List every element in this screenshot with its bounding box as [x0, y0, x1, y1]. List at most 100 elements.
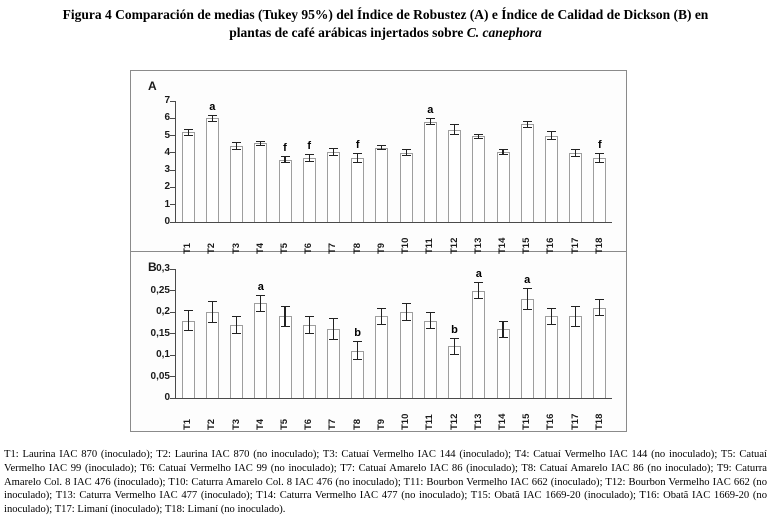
x-tick-label: T16	[545, 237, 557, 254]
y-tick-mark	[170, 311, 176, 313]
y-tick-mark	[170, 204, 176, 206]
x-tick-label: T7	[327, 242, 339, 254]
error-bar	[474, 281, 484, 300]
bar	[520, 124, 534, 222]
error-bar	[328, 318, 338, 340]
bar	[496, 152, 510, 222]
y-tick-mark	[170, 376, 176, 377]
bar	[302, 158, 316, 222]
bar	[326, 152, 340, 222]
error-bar	[498, 320, 508, 338]
y-tick-mark	[170, 117, 176, 119]
error-bar	[328, 147, 338, 157]
error-bar	[401, 149, 411, 157]
bar	[230, 145, 244, 222]
error-bar	[498, 148, 508, 156]
x-tick-label: T15	[521, 413, 533, 430]
x-tick-label: T5	[279, 418, 290, 430]
error-bar	[280, 305, 290, 328]
error-bar	[425, 312, 435, 330]
x-tick-label: T10	[400, 237, 412, 254]
figure-container: A 0 1 2 3 4 5 6 7 T1 a T2 T3 T4 f T5 f T6 T7 f T8 T9 T10 a T11 T…	[130, 70, 627, 432]
x-tick-label: T4	[254, 242, 266, 254]
bar	[278, 316, 292, 398]
x-tick-label: T8	[351, 242, 363, 254]
error-bar	[401, 302, 411, 322]
x-tick-label: T17	[569, 413, 581, 430]
figure-caption: T1: Laurina IAC 870 (inoculado); T2: Lau…	[4, 449, 767, 516]
y-tick-label: 0	[164, 216, 170, 227]
x-tick-label: T14	[497, 237, 508, 254]
x-tick-label: T11	[424, 414, 436, 430]
error-bar	[183, 128, 193, 136]
x-tick-label: T6	[303, 418, 315, 430]
panel-a-label: A	[148, 79, 157, 93]
error-bar	[425, 118, 435, 126]
bar	[205, 312, 219, 398]
bar	[448, 129, 462, 222]
x-tick-label: T1	[182, 242, 194, 254]
error-bar	[522, 120, 532, 128]
y-tick-mark	[170, 397, 176, 399]
y-tick-mark	[170, 186, 176, 188]
y-tick-mark	[170, 152, 176, 154]
error-bar	[595, 299, 605, 317]
y-tick-mark	[170, 135, 176, 137]
bar	[205, 118, 219, 222]
bar	[423, 320, 437, 398]
chart-panel-b: B 0 0,05 0,1 0,15 0,2 0,25 0,3 T1 T2 T3 a T4 T5 T6 T7 b…	[131, 252, 626, 432]
x-tick-label: T10	[400, 413, 412, 430]
bar-letter: b	[451, 323, 458, 336]
panel-b-label: B	[148, 260, 157, 274]
bar-letter: a	[475, 267, 482, 280]
chart-panel-a: A 0 1 2 3 4 5 6 7 T1 a T2 T3 T4 f T5 f T6 T7 f T8 T9 T10 a T11 T…	[131, 71, 626, 254]
x-tick-label: T12	[448, 413, 460, 430]
error-bar	[280, 156, 290, 164]
error-bar	[232, 316, 242, 334]
y-tick-mark	[170, 333, 176, 334]
y-tick-label: 2	[164, 181, 170, 193]
error-bar	[256, 140, 266, 146]
bar	[375, 147, 389, 222]
bar	[593, 307, 607, 398]
x-tick-label: T9	[375, 418, 387, 430]
x-tick-label: T16	[545, 413, 557, 430]
x-tick-label: T2	[206, 242, 218, 254]
bar-letter: f	[307, 139, 312, 152]
y-tick-mark	[170, 100, 176, 102]
x-tick-label: T5	[279, 242, 290, 254]
bar	[569, 316, 583, 398]
y-tick-label: 0,1	[156, 349, 170, 360]
y-tick-label: 0,25	[150, 284, 170, 296]
bar	[472, 136, 486, 222]
x-tick-label: T1	[182, 418, 194, 430]
x-tick-label: T8	[351, 418, 363, 430]
bar	[593, 158, 607, 222]
bar	[278, 159, 292, 222]
y-tick-label: 0,2	[156, 306, 170, 317]
bar	[181, 132, 195, 222]
error-bar	[207, 301, 217, 323]
x-tick-label: T14	[497, 413, 508, 430]
x-tick-label: T3	[230, 242, 242, 254]
bar	[375, 316, 389, 398]
error-bar	[207, 114, 217, 122]
x-tick-label: T4	[254, 418, 266, 430]
error-bar	[304, 316, 314, 334]
y-tick-mark	[170, 290, 176, 291]
x-tick-label: T18	[593, 237, 605, 254]
x-tick-label: T15	[521, 237, 533, 254]
bar-letter: f	[283, 142, 287, 155]
bar	[399, 152, 413, 222]
y-tick-mark	[170, 354, 176, 356]
x-tick-label: T13	[472, 237, 484, 254]
figure-title: Figura 4 Comparación de medias (Tukey 95…	[0, 6, 771, 41]
x-tick-label: T13	[472, 413, 484, 430]
bar	[230, 324, 244, 398]
error-bar	[546, 307, 556, 325]
x-tick-label: T17	[569, 237, 581, 254]
error-bar	[595, 152, 605, 164]
bar	[181, 320, 195, 398]
y-tick-mark	[170, 169, 176, 171]
bar	[496, 329, 510, 398]
